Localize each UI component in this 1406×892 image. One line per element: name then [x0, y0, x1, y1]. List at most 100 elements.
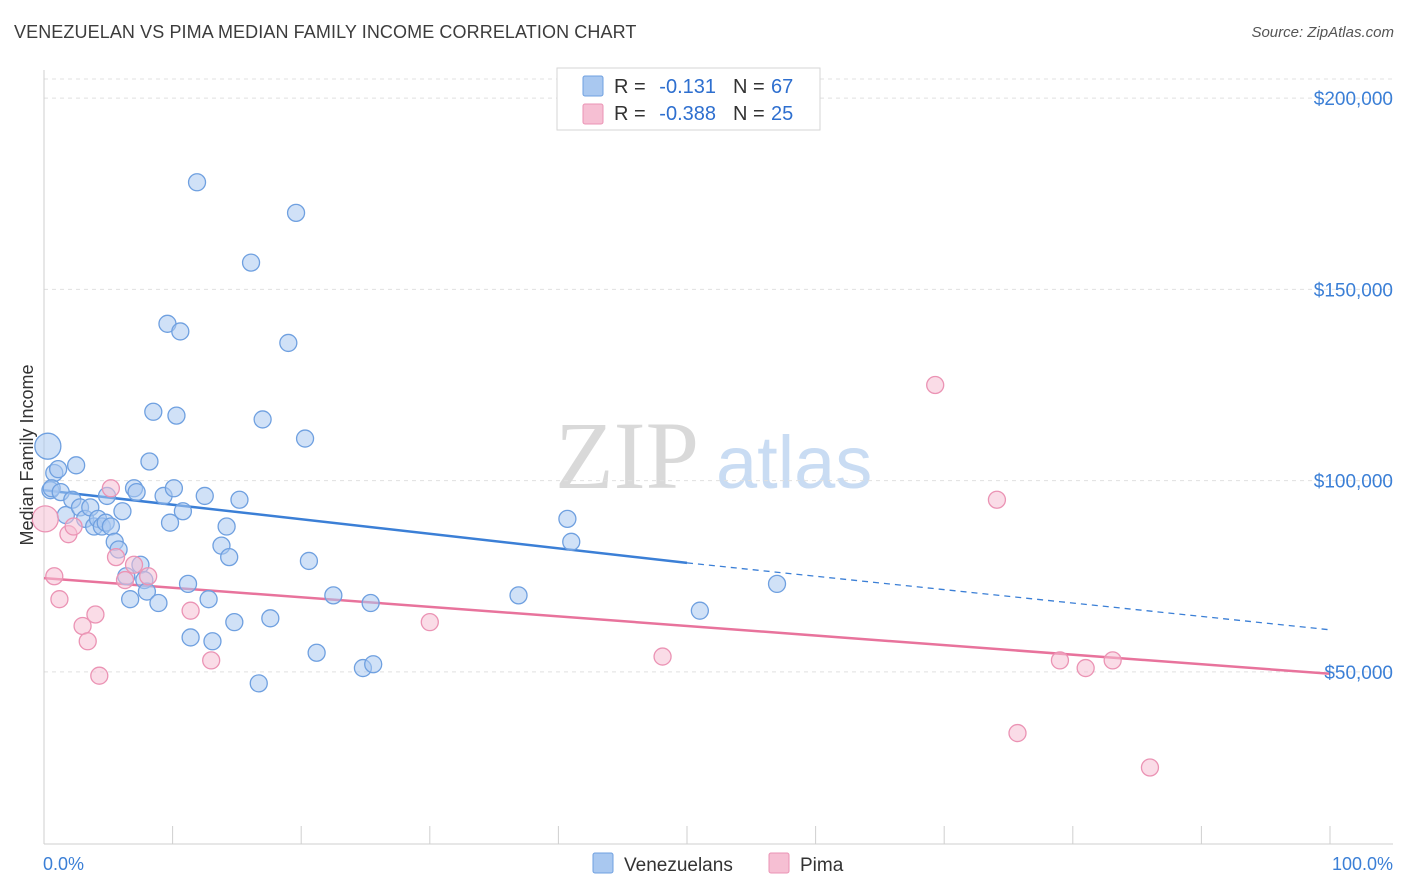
pima-point-6	[78, 632, 97, 651]
series-label-venezuelans: Venezuelans	[624, 855, 733, 876]
venezuelans-point-44	[217, 517, 236, 536]
y-tick-labels: $200,000 $150,000 $100,000 $50,000	[1314, 89, 1393, 684]
venezuelans-point-34	[167, 406, 186, 425]
venezuelans-point-60	[361, 593, 380, 613]
venezuelans-point-45	[220, 547, 239, 567]
pima-point-23	[1103, 651, 1122, 670]
stats-legend: R = -0.131 N = 67 R = -0.388 N = 25	[556, 67, 821, 131]
pima-point-17	[653, 647, 672, 666]
y-axis-label: Median Family Income	[17, 364, 37, 545]
venezuelans-point-38	[181, 628, 200, 647]
trend-line-venezuelans	[43, 488, 688, 565]
series-swatch-venezuelans	[592, 852, 614, 874]
chart-title: VENEZUELAN VS PIMA MEDIAN FAMILY INCOME …	[14, 22, 637, 42]
venezuelans-point-4	[48, 459, 68, 479]
pima-point-8	[90, 666, 109, 685]
venezuelans-point-8	[67, 456, 86, 475]
venezuelans-point-61	[509, 586, 528, 605]
y-tick-label-50k: $50,000	[1324, 663, 1393, 684]
y-tick-label-200k: $200,000	[1314, 89, 1393, 110]
pima-point-16	[420, 613, 439, 632]
data-points	[31, 173, 1160, 777]
venezuelans-point-56	[307, 643, 326, 662]
venezuelans-point-51	[261, 609, 280, 628]
axes	[43, 70, 1393, 845]
venezuelans-point-19	[113, 502, 132, 521]
venezuelans-point-27	[140, 452, 159, 471]
venezuelans-point-63	[767, 574, 787, 594]
venezuelans-point-47	[230, 490, 249, 509]
watermark-zip: ZIP	[555, 402, 699, 509]
venezuelans-point-48	[241, 253, 261, 272]
venezuelans-point-16	[101, 517, 121, 536]
series-legend: Venezuelans Pima	[592, 852, 844, 876]
x-tick-label-min: 0.0%	[43, 854, 84, 874]
venezuelans-point-41	[199, 590, 218, 609]
pima-point-11	[115, 570, 135, 590]
venezuelans-point-42	[203, 632, 222, 651]
venezuelans-point-40	[195, 486, 214, 506]
pima-point-18	[926, 375, 945, 395]
pima-point-12	[124, 555, 144, 574]
pima-point-0	[31, 505, 59, 533]
pima-point-14	[181, 601, 200, 620]
series-label-pima: Pima	[800, 855, 844, 876]
pima-point-1	[45, 567, 64, 586]
x-tick-label-max: 100.0%	[1332, 854, 1393, 874]
venezuelans-point-28	[144, 402, 163, 421]
venezuelans-point-0	[34, 432, 62, 460]
gridlines	[44, 78, 1393, 673]
pima-point-10	[106, 547, 126, 567]
pima-point-7	[86, 605, 105, 624]
watermark-atlas: atlas	[716, 421, 872, 504]
source-note: Source: ZipAtlas.com	[1251, 24, 1394, 41]
pima-point-24	[1140, 758, 1160, 777]
venezuelans-point-35	[171, 322, 190, 341]
legend-swatch-venezuelans	[582, 75, 604, 97]
legend-r-label-1: R =	[614, 76, 646, 98]
pima-point-19	[987, 490, 1007, 509]
venezuelans-point-33	[164, 479, 184, 498]
legend-r-value-1: -0.131	[659, 76, 716, 98]
venezuelans-point-49	[249, 674, 268, 693]
venezuelans-point-64	[558, 509, 577, 529]
legend-swatch-pima	[582, 103, 604, 125]
legend-n-label-2: N =	[733, 103, 765, 125]
venezuelans-point-52	[279, 333, 298, 353]
venezuelans-point-55	[299, 551, 319, 571]
pima-point-20	[1008, 723, 1027, 743]
legend-n-value-1: 67	[771, 76, 793, 98]
legend-n-value-2: 25	[771, 103, 793, 125]
y-tick-label-150k: $150,000	[1314, 280, 1393, 301]
trend-lines	[43, 488, 1331, 676]
pima-point-21	[1050, 651, 1070, 670]
pima-point-2	[50, 590, 69, 609]
pima-point-13	[139, 567, 158, 586]
venezuelans-point-37	[178, 574, 198, 594]
trend-line-venezuelans-projection	[686, 562, 1331, 631]
venezuelans-point-65	[562, 532, 581, 551]
venezuelans-point-53	[286, 203, 306, 223]
pima-point-9	[101, 479, 121, 498]
venezuelans-point-46	[225, 613, 244, 632]
venezuelans-point-32	[160, 513, 180, 532]
pima-point-4	[64, 517, 83, 536]
venezuelans-point-62	[690, 601, 710, 620]
pima-point-15	[202, 651, 221, 670]
legend-r-label-2: R =	[614, 103, 646, 125]
pima-point-22	[1076, 658, 1095, 678]
venezuelans-point-50	[253, 410, 272, 429]
venezuelans-point-54	[295, 429, 315, 448]
legend-r-value-2: -0.388	[659, 103, 716, 125]
venezuelans-point-21	[121, 590, 140, 609]
venezuelans-point-57	[324, 586, 343, 605]
venezuelans-point-23	[127, 482, 146, 502]
y-tick-label-100k: $100,000	[1314, 472, 1393, 493]
series-swatch-pima	[768, 852, 790, 874]
venezuelans-point-59	[364, 655, 383, 674]
venezuelans-point-36	[173, 502, 193, 521]
venezuelans-point-29	[149, 593, 168, 613]
venezuelans-point-39	[187, 173, 207, 192]
legend-n-label-1: N =	[733, 76, 765, 98]
